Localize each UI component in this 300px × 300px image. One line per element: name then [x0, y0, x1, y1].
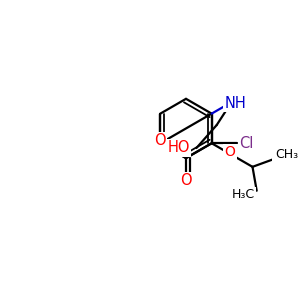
- Text: NH: NH: [225, 96, 246, 111]
- Text: CH₃: CH₃: [275, 148, 298, 161]
- Text: O: O: [224, 145, 236, 159]
- Text: HO: HO: [167, 140, 190, 155]
- Text: H₃C: H₃C: [232, 188, 255, 201]
- Text: O: O: [180, 173, 192, 188]
- Text: Cl: Cl: [239, 136, 253, 151]
- Text: O: O: [154, 133, 166, 148]
